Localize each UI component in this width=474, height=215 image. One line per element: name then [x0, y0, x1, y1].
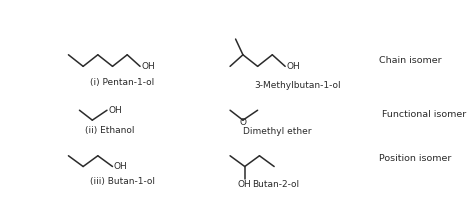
Text: (ii) Ethanol: (ii) Ethanol: [85, 126, 135, 135]
Text: OH: OH: [238, 180, 252, 189]
Text: OH: OH: [287, 62, 301, 71]
Text: (i) Pentan-1-ol: (i) Pentan-1-ol: [91, 78, 155, 88]
Text: Position isomer: Position isomer: [379, 154, 451, 163]
Text: O: O: [239, 118, 246, 127]
Text: Chain isomer: Chain isomer: [379, 56, 441, 65]
Text: Butan-2-ol: Butan-2-ol: [252, 180, 299, 189]
Text: OH: OH: [114, 162, 128, 171]
Text: (iii) Butan-1-ol: (iii) Butan-1-ol: [91, 177, 155, 186]
Text: Functional isomer: Functional isomer: [382, 110, 466, 119]
Text: OH: OH: [142, 62, 155, 71]
Text: Dimethyl ether: Dimethyl ether: [243, 127, 311, 136]
Text: 3-Methylbutan-1-ol: 3-Methylbutan-1-ol: [254, 81, 341, 90]
Text: OH: OH: [109, 106, 122, 115]
